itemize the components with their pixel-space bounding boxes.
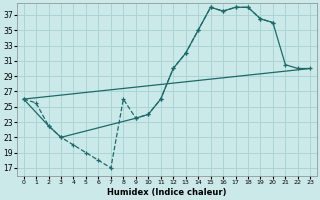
X-axis label: Humidex (Indice chaleur): Humidex (Indice chaleur) xyxy=(107,188,227,197)
